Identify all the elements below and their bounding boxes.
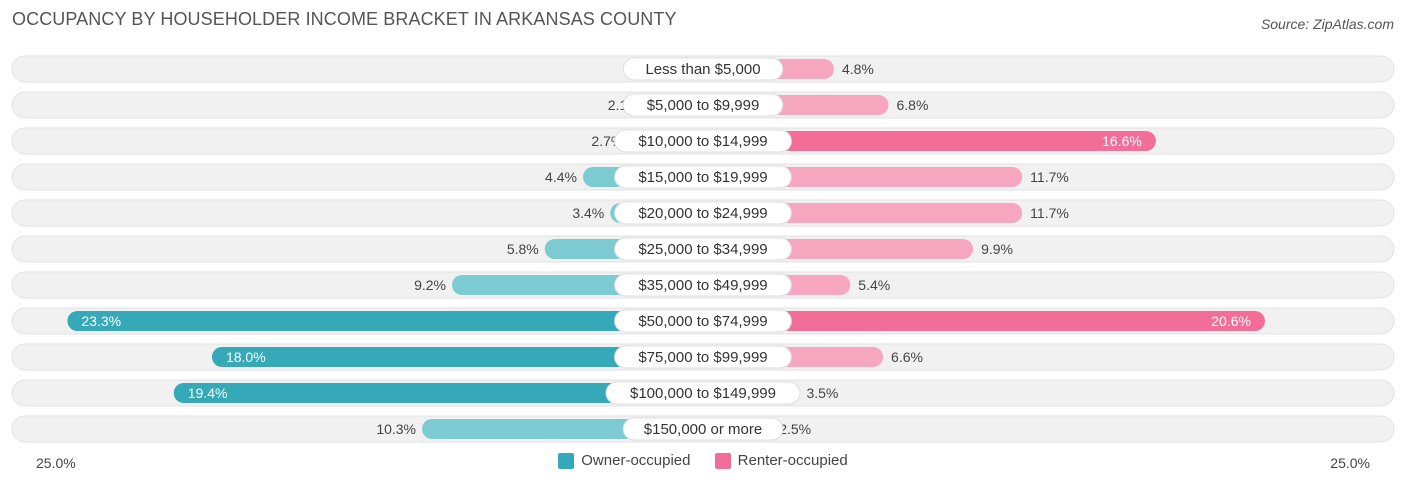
legend-item-owner[interactable]: Owner-occupied bbox=[558, 452, 690, 469]
owner-bar bbox=[67, 311, 704, 331]
category-label: $25,000 to $34,999 bbox=[638, 241, 767, 258]
renter-value-label: 11.7% bbox=[1030, 169, 1069, 185]
category-pill bbox=[622, 93, 784, 117]
legend-item-renter[interactable]: Renter-occupied bbox=[714, 452, 848, 469]
category-label: $35,000 to $49,999 bbox=[638, 277, 767, 294]
category-label: $100,000 to $149,999 bbox=[630, 385, 776, 402]
renter-value-label: 6.8% bbox=[897, 97, 929, 113]
axis-right-label: 25.0% bbox=[1330, 455, 1370, 471]
renter-value-label: 16.6% bbox=[1102, 133, 1142, 149]
chart-title: OCCUPANCY BY HOUSEHOLDER INCOME BRACKET … bbox=[12, 9, 677, 29]
renter-value-label: 20.6% bbox=[1211, 313, 1251, 329]
category-label: $20,000 to $24,999 bbox=[638, 205, 767, 222]
category-pill bbox=[622, 417, 784, 441]
owner-value-label: 23.3% bbox=[81, 313, 121, 329]
legend: Owner-occupied Renter-occupied bbox=[0, 452, 1406, 473]
renter-value-label: 11.7% bbox=[1030, 205, 1069, 221]
category-pill bbox=[614, 201, 792, 225]
legend-swatch-owner bbox=[558, 452, 575, 469]
chart-canvas: 1.4%4.8%Less than $5,0002.1%6.8%$5,000 t… bbox=[11, 55, 1395, 443]
category-label: $5,000 to $9,999 bbox=[647, 97, 760, 114]
renter-value-label: 4.8% bbox=[842, 61, 874, 77]
category-label: $10,000 to $14,999 bbox=[638, 133, 767, 150]
owner-bar bbox=[211, 347, 703, 367]
owner-value-label: 5.8% bbox=[507, 241, 539, 257]
owner-value-label: 4.4% bbox=[545, 169, 577, 185]
category-pill bbox=[614, 237, 792, 261]
category-label: $15,000 to $19,999 bbox=[638, 169, 767, 186]
renter-value-label: 3.5% bbox=[806, 385, 838, 401]
owner-value-label: 10.3% bbox=[376, 421, 416, 437]
legend-label-owner: Owner-occupied bbox=[581, 452, 691, 469]
category-pill bbox=[622, 57, 784, 81]
category-pill bbox=[614, 129, 792, 153]
category-label: $50,000 to $74,999 bbox=[638, 313, 767, 330]
category-pill bbox=[614, 273, 792, 297]
owner-value-label: 19.4% bbox=[188, 385, 228, 401]
chart-source: Source: ZipAtlas.com bbox=[1260, 16, 1394, 32]
category-pill bbox=[605, 381, 801, 405]
legend-label-renter: Renter-occupied bbox=[737, 452, 848, 469]
category-pill bbox=[614, 165, 792, 189]
category-label: $75,000 to $99,999 bbox=[638, 349, 767, 366]
owner-value-label: 3.4% bbox=[572, 205, 604, 221]
category-label: $150,000 or more bbox=[644, 421, 762, 438]
axis-left-label: 25.0% bbox=[36, 455, 76, 471]
owner-value-label: 9.2% bbox=[414, 277, 446, 293]
owner-bar bbox=[173, 383, 703, 403]
category-label: Less than $5,000 bbox=[645, 61, 760, 78]
category-pill bbox=[614, 309, 792, 333]
legend-swatch-renter bbox=[714, 452, 731, 469]
owner-value-label: 18.0% bbox=[226, 349, 266, 365]
renter-value-label: 9.9% bbox=[981, 241, 1013, 257]
renter-value-label: 6.6% bbox=[891, 349, 923, 365]
renter-value-label: 2.5% bbox=[779, 421, 811, 437]
category-pill bbox=[614, 345, 792, 369]
renter-bar bbox=[703, 131, 1156, 151]
renter-value-label: 5.4% bbox=[858, 277, 890, 293]
renter-bar bbox=[703, 311, 1265, 331]
